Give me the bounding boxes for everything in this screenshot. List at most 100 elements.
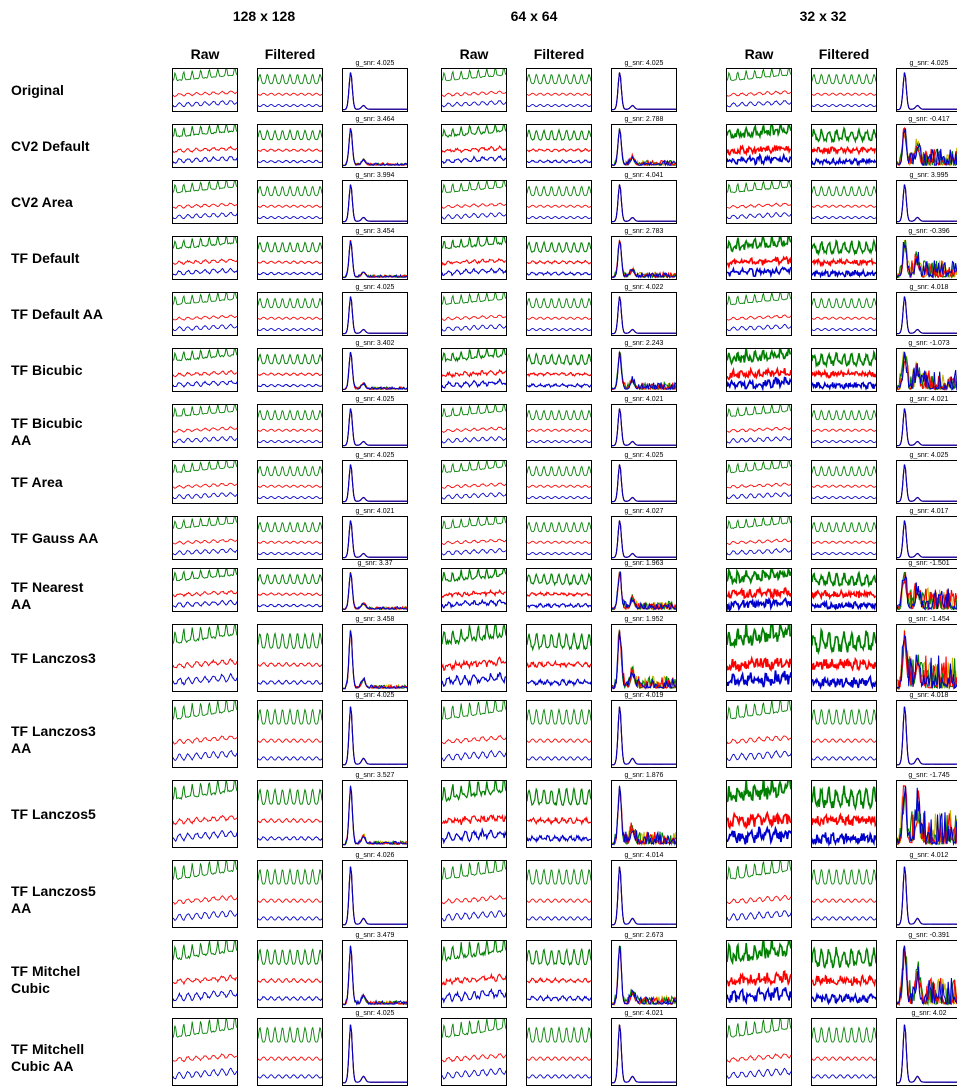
raw-trace [442, 125, 506, 138]
spectrum-trace [612, 785, 676, 846]
filtered-signal-panel [526, 460, 592, 504]
filtered-signal-panel [257, 624, 323, 692]
spectrum-panel [342, 516, 408, 560]
raw-trace [442, 405, 506, 417]
raw-trace [442, 569, 506, 582]
raw-trace [727, 323, 791, 332]
spectrum-panel [342, 348, 408, 392]
method-label: TF Mitchell Cubic AA [11, 1041, 85, 1074]
filtered-trace [258, 204, 322, 208]
snr-label: g_snr: 4.025 [355, 60, 395, 67]
raw-signal-panel [726, 236, 792, 280]
filtered-signal-panel [257, 124, 323, 168]
snr-label: g_snr: 4.025 [355, 284, 395, 291]
raw-trace [173, 672, 237, 686]
raw-trace [173, 781, 237, 801]
filtered-trace [812, 785, 876, 812]
raw-signal-panel [441, 568, 507, 612]
raw-trace [727, 735, 791, 745]
raw-trace [173, 181, 237, 194]
filtered-trace [812, 991, 876, 1006]
column-header-filtered: Filtered [818, 46, 870, 62]
spectrum-trace [897, 785, 957, 846]
filtered-trace [527, 484, 591, 488]
snr-label: g_snr: 4.025 [624, 452, 664, 459]
spectrum-panel [611, 1018, 677, 1086]
raw-trace [442, 237, 506, 250]
snr-label: g_snr: -1.745 [908, 772, 950, 779]
resolution-title: 128 x 128 [232, 8, 296, 24]
filtered-trace [258, 592, 322, 596]
snr-label: g_snr: 4.022 [624, 284, 664, 291]
snr-label: g_snr: 1.952 [624, 616, 664, 623]
filtered-trace [812, 868, 876, 885]
spectrum-trace [343, 351, 407, 391]
spectrum-trace [612, 351, 676, 391]
filtered-trace [812, 1056, 876, 1061]
filtered-signal-panel [526, 624, 592, 692]
raw-trace [173, 90, 237, 98]
spectrum-panel [611, 292, 677, 336]
raw-signal-panel [441, 68, 507, 112]
raw-signal-panel [172, 1018, 238, 1086]
raw-trace [727, 152, 791, 167]
raw-trace [173, 379, 237, 388]
snr-label: g_snr: 3.479 [355, 932, 395, 939]
raw-signal-panel [172, 292, 238, 336]
spectrum-trace [897, 128, 957, 167]
snr-label: g_snr: -1.073 [908, 340, 950, 347]
spectrum-panel [611, 780, 677, 848]
raw-trace [727, 969, 791, 987]
spectrum-trace [612, 945, 676, 1005]
spectrum-panel [896, 124, 957, 168]
filtered-trace [258, 92, 322, 96]
raw-trace [442, 461, 506, 473]
filtered-trace [812, 297, 876, 309]
raw-trace [173, 861, 237, 880]
raw-trace [173, 974, 237, 986]
raw-trace [727, 265, 791, 279]
raw-trace [727, 625, 791, 649]
spectrum-trace [343, 785, 407, 846]
raw-trace [442, 90, 506, 97]
raw-trace [173, 426, 237, 433]
filtered-trace [527, 328, 591, 332]
raw-trace [727, 90, 791, 97]
raw-trace [173, 436, 237, 444]
raw-trace [173, 100, 237, 108]
raw-trace [173, 941, 237, 961]
spectrum-trace [897, 629, 957, 691]
spectrum-panel [611, 180, 677, 224]
raw-signal-panel [441, 1018, 507, 1086]
raw-trace [173, 492, 237, 500]
snr-label: g_snr: 1.876 [624, 772, 664, 779]
filtered-trace [812, 812, 876, 828]
snr-label: g_snr: 4.018 [909, 692, 949, 699]
raw-trace [173, 989, 237, 1002]
filtered-signal-panel [257, 236, 323, 280]
spectrum-trace [343, 72, 407, 111]
raw-trace [727, 894, 791, 905]
spectrum-trace [612, 520, 676, 559]
raw-trace [727, 1019, 791, 1039]
filtered-signal-panel [811, 460, 877, 504]
spectrum-panel [342, 568, 408, 612]
raw-signal-panel [172, 624, 238, 692]
filtered-signal-panel [526, 568, 592, 612]
filtered-signal-panel [811, 940, 877, 1008]
raw-signal-panel [726, 180, 792, 224]
snr-label: g_snr: 4.025 [909, 60, 949, 67]
snr-label: g_snr: 2.783 [624, 228, 664, 235]
filtered-trace [812, 707, 876, 725]
filtered-trace [258, 867, 322, 885]
raw-signal-panel [172, 236, 238, 280]
column-header-raw: Raw [190, 46, 220, 62]
spectrum-trace [612, 351, 676, 391]
spectrum-panel [611, 568, 677, 612]
filtered-trace [527, 352, 591, 366]
snr-label: g_snr: 4.041 [624, 172, 664, 179]
snr-label: g_snr: -1.501 [908, 560, 950, 567]
raw-trace [442, 482, 506, 489]
spectrum-panel [611, 460, 677, 504]
raw-trace [173, 625, 237, 644]
